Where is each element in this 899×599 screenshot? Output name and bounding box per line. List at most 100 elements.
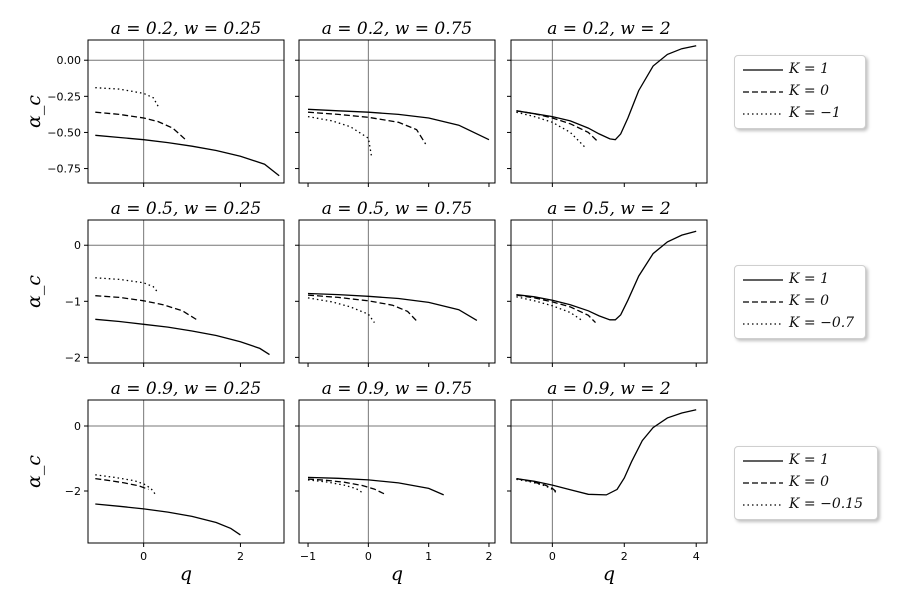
series-line-dashed [95, 295, 198, 321]
y-tick-label: 0.00 [57, 54, 82, 67]
subplot-title: a = 0.9, w = 0.75 [322, 379, 473, 399]
legend-entry-kneg: K = −0.15 [735, 495, 877, 515]
y-axis-label: α_c [23, 275, 45, 308]
legend-label: K = 0 [789, 293, 829, 309]
series-line-dashed [516, 294, 596, 324]
legend-entry-k0: K = 0 [735, 473, 877, 493]
dashed-line-icon [743, 91, 783, 93]
dashed-line-icon [743, 301, 783, 303]
y-axis-label: α_c [23, 95, 45, 128]
subplot-8: a = 0.9, w = 0.75 −1 0 1 2 q [295, 379, 496, 585]
subplot-1: a = 0.2, w = 0.25 −0.75 −0.50 −0.25 0.00 α_c [23, 19, 285, 187]
series-line-dotted [95, 474, 157, 496]
subplot-title: a = 0.2, w = 2 [547, 19, 670, 39]
x-tick-label: 2 [485, 550, 492, 563]
axes-frame [510, 399, 708, 544]
y-tick-label: −0.50 [47, 126, 81, 139]
solid-line-icon [743, 460, 783, 462]
legend-row-1: K = 1 K = 0 K = −1 [734, 55, 866, 129]
series-line-solid [95, 503, 241, 536]
legend-label: K = 1 [789, 271, 829, 287]
y-axis-label: α_c [23, 455, 45, 488]
legend-label: K = 1 [789, 452, 829, 468]
y-tick-label: 0 [74, 239, 81, 252]
legend-label: K = −1 [789, 105, 841, 121]
dashed-line-icon [743, 482, 783, 484]
series-line-solid [95, 134, 280, 177]
axes-frame [298, 399, 496, 544]
x-axis-label: q [391, 563, 403, 585]
subplot-title: a = 0.2, w = 0.25 [111, 19, 262, 39]
x-tick-label: 4 [693, 550, 700, 563]
series-line-solid [516, 409, 697, 496]
dotted-line-icon [743, 323, 783, 325]
y-tick-label: −0.25 [47, 90, 81, 103]
y-tick-label: −0.75 [47, 163, 81, 176]
series-line-dashed [307, 478, 387, 496]
x-tick-label: 1 [425, 550, 432, 563]
dotted-line-icon [743, 504, 783, 506]
subplot-title: a = 0.5, w = 2 [547, 199, 670, 219]
legend-entry-k1: K = 1 [735, 60, 865, 80]
legend-entry-k0: K = 0 [735, 292, 865, 312]
legend-row-3: K = 1 K = 0 K = −0.15 [734, 446, 878, 520]
series-line-dashed [516, 110, 598, 142]
axes-frame [87, 399, 285, 544]
series-line-dashed [95, 111, 188, 142]
legend-label: K = 0 [789, 83, 829, 99]
legend-row-2: K = 1 K = 0 K = −0.7 [734, 265, 866, 339]
dotted-line-icon [743, 113, 783, 115]
x-tick-label: 0 [140, 550, 147, 563]
series-line-dotted [516, 111, 586, 148]
series-line-solid [516, 230, 697, 321]
y-tick-label: 0 [74, 420, 81, 433]
series-line-dotted [95, 87, 159, 107]
legend-entry-kneg: K = −0.7 [735, 314, 865, 334]
series-line-dotted [516, 296, 582, 321]
subplot-title: a = 0.5, w = 0.75 [322, 199, 473, 219]
axes-frame [510, 39, 708, 184]
solid-line-icon [743, 69, 783, 71]
legend-entry-k1: K = 1 [735, 270, 865, 290]
subplot-9: a = 0.9, w = 2 0 2 4 q [507, 379, 708, 585]
series-line-dashed [95, 477, 149, 491]
x-tick-label: 2 [621, 550, 628, 563]
subplot-4: a = 0.5, w = 0.25 −2 −1 0 α_c [23, 199, 285, 367]
x-tick-label: 0 [549, 550, 556, 563]
subplot-5: a = 0.5, w = 0.75 [295, 199, 496, 367]
x-tick-label: 2 [237, 550, 244, 563]
y-tick-label: −2 [65, 351, 81, 364]
subplot-title: a = 0.2, w = 0.75 [322, 19, 473, 39]
series-line-dotted [307, 479, 363, 494]
y-tick-label: −2 [65, 485, 81, 498]
legend-entry-kneg: K = −1 [735, 104, 865, 124]
subplot-2: a = 0.2, w = 0.75 [295, 19, 496, 187]
series-line-dotted [307, 115, 373, 156]
x-tick-label: −1 [300, 550, 316, 563]
x-tick-label: 0 [365, 550, 372, 563]
x-axis-label: q [603, 563, 615, 585]
x-axis-label: q [180, 563, 192, 585]
subplot-title: a = 0.9, w = 0.25 [111, 379, 262, 399]
series-line-dashed [307, 111, 427, 145]
legend-label: K = 1 [789, 61, 829, 77]
subplot-title: a = 0.9, w = 2 [547, 379, 670, 399]
subplot-6: a = 0.5, w = 2 [507, 199, 708, 367]
axes-frame [298, 39, 496, 184]
legend-label: K = 0 [789, 474, 829, 490]
legend-entry-k1: K = 1 [735, 451, 877, 471]
series-line-dotted [307, 297, 375, 323]
axes-frame [87, 39, 285, 184]
legend-label: K = −0.7 [789, 315, 855, 331]
series-line-solid [307, 292, 478, 321]
subplot-3: a = 0.2, w = 2 [507, 19, 708, 187]
series-line-dotted [95, 277, 159, 294]
legend-label: K = −0.15 [789, 496, 863, 512]
series-line-dotted [516, 478, 557, 494]
axes-frame [298, 219, 496, 364]
series-line-dashed [307, 294, 418, 322]
subplot-title: a = 0.5, w = 0.25 [111, 199, 262, 219]
axes-frame [87, 219, 285, 364]
solid-line-icon [743, 279, 783, 281]
